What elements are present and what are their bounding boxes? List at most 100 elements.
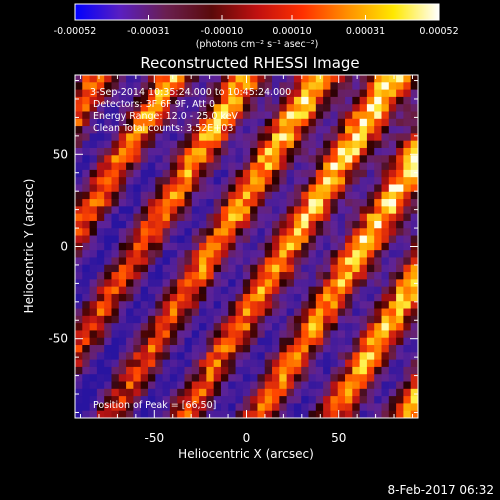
image-pixel bbox=[199, 199, 207, 207]
image-pixel bbox=[242, 250, 251, 258]
image-pixel bbox=[286, 315, 295, 324]
image-pixel bbox=[308, 388, 317, 397]
image-pixel bbox=[206, 118, 215, 127]
image-pixel bbox=[272, 396, 280, 404]
image-pixel bbox=[82, 89, 90, 98]
image-pixel bbox=[257, 315, 266, 324]
image-pixel bbox=[410, 381, 418, 390]
image-pixel bbox=[381, 308, 390, 317]
image-pixel bbox=[286, 213, 295, 222]
image-pixel bbox=[315, 396, 324, 404]
image-pixel bbox=[82, 388, 90, 397]
image-pixel bbox=[264, 82, 273, 90]
image-pixel bbox=[147, 286, 156, 295]
image-pixel bbox=[279, 242, 288, 251]
image-pixel bbox=[337, 147, 346, 156]
image-pixel bbox=[366, 293, 375, 302]
image-pixel bbox=[388, 199, 397, 207]
image-pixel bbox=[366, 184, 375, 193]
image-pixel bbox=[126, 199, 134, 207]
image-pixel bbox=[301, 155, 309, 163]
image-pixel bbox=[75, 388, 83, 397]
image-pixel bbox=[191, 315, 200, 324]
image-pixel bbox=[352, 359, 361, 368]
image-pixel bbox=[177, 264, 185, 273]
image-pixel bbox=[410, 162, 418, 171]
image-pixel bbox=[301, 308, 309, 317]
image-pixel bbox=[228, 272, 236, 280]
image-pixel bbox=[388, 111, 397, 120]
image-pixel bbox=[250, 213, 258, 222]
image-pixel bbox=[242, 133, 251, 142]
image-pixel bbox=[279, 315, 288, 324]
image-pixel bbox=[162, 301, 171, 309]
image-pixel bbox=[359, 96, 368, 105]
image-pixel bbox=[96, 250, 105, 258]
image-pixel bbox=[220, 155, 229, 163]
image-pixel bbox=[206, 242, 215, 251]
image-pixel bbox=[359, 345, 368, 353]
image-pixel bbox=[133, 403, 142, 412]
image-pixel bbox=[345, 111, 353, 120]
image-pixel bbox=[366, 96, 375, 105]
image-pixel bbox=[126, 111, 134, 120]
image-pixel bbox=[220, 374, 229, 382]
image-pixel bbox=[213, 75, 222, 83]
image-pixel bbox=[235, 257, 244, 266]
image-pixel bbox=[279, 96, 288, 105]
image-pixel bbox=[199, 147, 207, 156]
image-pixel bbox=[279, 199, 288, 207]
image-pixel bbox=[242, 257, 251, 266]
image-pixel bbox=[220, 352, 229, 361]
image-pixel bbox=[330, 220, 339, 229]
image-pixel bbox=[374, 359, 382, 368]
image-pixel bbox=[184, 126, 193, 134]
image-pixel bbox=[75, 330, 83, 339]
image-pixel bbox=[330, 126, 339, 134]
image-pixel bbox=[257, 330, 266, 339]
image-pixel bbox=[323, 388, 331, 397]
image-pixel bbox=[301, 199, 309, 207]
image-pixel bbox=[359, 301, 368, 309]
image-pixel bbox=[366, 242, 375, 251]
image-pixel bbox=[366, 410, 375, 418]
image-pixel bbox=[169, 257, 178, 266]
image-pixel bbox=[272, 147, 280, 156]
image-pixel bbox=[235, 330, 244, 339]
image-pixel bbox=[82, 82, 90, 90]
image-pixel bbox=[403, 162, 412, 171]
image-pixel bbox=[381, 111, 390, 120]
image-pixel bbox=[169, 293, 178, 302]
image-pixel bbox=[133, 206, 142, 215]
image-pixel bbox=[250, 147, 258, 156]
image-pixel bbox=[250, 388, 258, 397]
image-pixel bbox=[177, 410, 185, 418]
image-pixel bbox=[147, 191, 156, 200]
image-pixel bbox=[169, 308, 178, 317]
image-pixel bbox=[242, 235, 251, 244]
image-pixel bbox=[89, 169, 98, 178]
image-pixel bbox=[286, 75, 295, 83]
image-pixel bbox=[140, 235, 149, 244]
image-pixel bbox=[242, 272, 251, 280]
image-pixel bbox=[410, 118, 418, 127]
image-pixel bbox=[118, 118, 127, 127]
image-pixel bbox=[155, 147, 163, 156]
image-pixel bbox=[279, 352, 288, 361]
image-pixel bbox=[403, 337, 412, 346]
image-pixel bbox=[308, 272, 317, 280]
image-pixel bbox=[213, 191, 222, 200]
image-pixel bbox=[279, 191, 288, 200]
image-pixel bbox=[133, 293, 142, 302]
image-pixel bbox=[410, 286, 418, 295]
image-pixel bbox=[374, 177, 382, 185]
image-pixel bbox=[104, 279, 112, 288]
image-pixel bbox=[206, 199, 215, 207]
image-pixel bbox=[162, 242, 171, 251]
image-pixel bbox=[199, 345, 207, 353]
image-pixel bbox=[96, 111, 105, 120]
image-pixel bbox=[257, 359, 266, 368]
image-pixel bbox=[162, 89, 171, 98]
image-pixel bbox=[257, 242, 266, 251]
image-pixel bbox=[111, 359, 120, 368]
